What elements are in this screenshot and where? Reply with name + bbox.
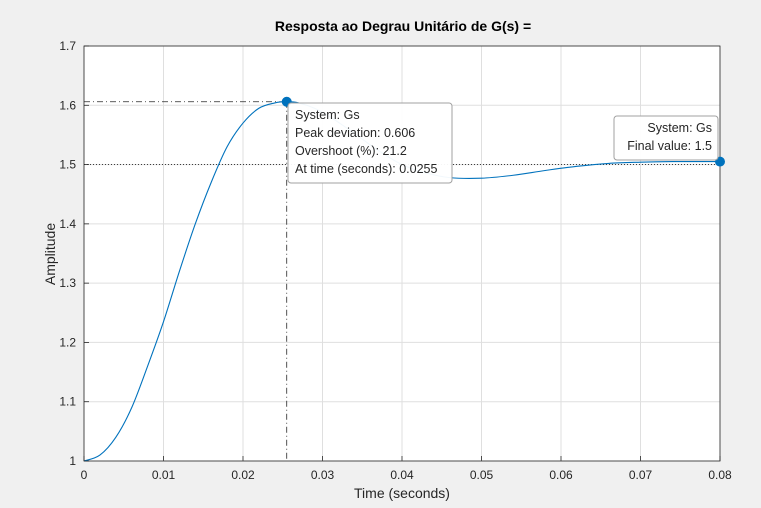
x-axis-label: Time (seconds)	[354, 485, 450, 501]
datatip-line: System: Gs	[295, 108, 360, 122]
peak-guide-lines	[84, 101, 288, 461]
x-tick-label: 0.01	[152, 468, 176, 482]
x-tick-label: 0.02	[231, 468, 255, 482]
datatips[interactable]: System: Gs Peak deviation: 0.606 Overshoot…	[287, 102, 719, 184]
x-tick-label: 0	[81, 468, 88, 482]
y-tick-labels: 1 1.1 1.2 1.3 1.4 1.5 1.6 1.7	[59, 39, 76, 468]
datatip-box	[613, 115, 719, 161]
y-tick-label: 1.4	[59, 217, 76, 231]
x-tick-label: 0.05	[470, 468, 494, 482]
axes-box	[83, 45, 721, 462]
x-tick-label: 0.03	[311, 468, 335, 482]
chart-title: Resposta ao Degrau Unitário de G(s) =	[275, 18, 531, 34]
peak-datatip[interactable]: System: Gs Peak deviation: 0.606 Overshoot…	[287, 102, 453, 184]
y-tick-label: 1.3	[59, 276, 76, 290]
datatip-line: Overshoot (%): 21.2	[295, 144, 407, 158]
datatip-line: System: Gs	[647, 121, 712, 135]
datatip-line: Final value: 1.5	[627, 139, 712, 153]
datatip-line: At time (seconds): 0.0255	[295, 162, 437, 176]
y-axis-label: Amplitude	[42, 223, 58, 285]
y-tick-label: 1.6	[59, 98, 76, 112]
datatip-line: Peak deviation: 0.606	[295, 126, 415, 140]
x-tick-label: 0.08	[708, 468, 732, 482]
x-tick-label: 0.06	[549, 468, 573, 482]
y-tick-label: 1.7	[59, 39, 76, 53]
y-tick-label: 1.1	[59, 395, 76, 409]
x-tick-labels: 0 0.01 0.02 0.03 0.04 0.05 0.06 0.07 0.08	[81, 468, 732, 482]
x-tick-label: 0.04	[390, 468, 414, 482]
x-tick-label: 0.07	[629, 468, 653, 482]
y-tick-label: 1.2	[59, 335, 76, 349]
datatip-box	[287, 102, 453, 184]
y-tick-label: 1.5	[59, 158, 76, 172]
final-datatip[interactable]: System: Gs Final value: 1.5	[613, 115, 719, 161]
y-tick-label: 1	[69, 454, 76, 468]
